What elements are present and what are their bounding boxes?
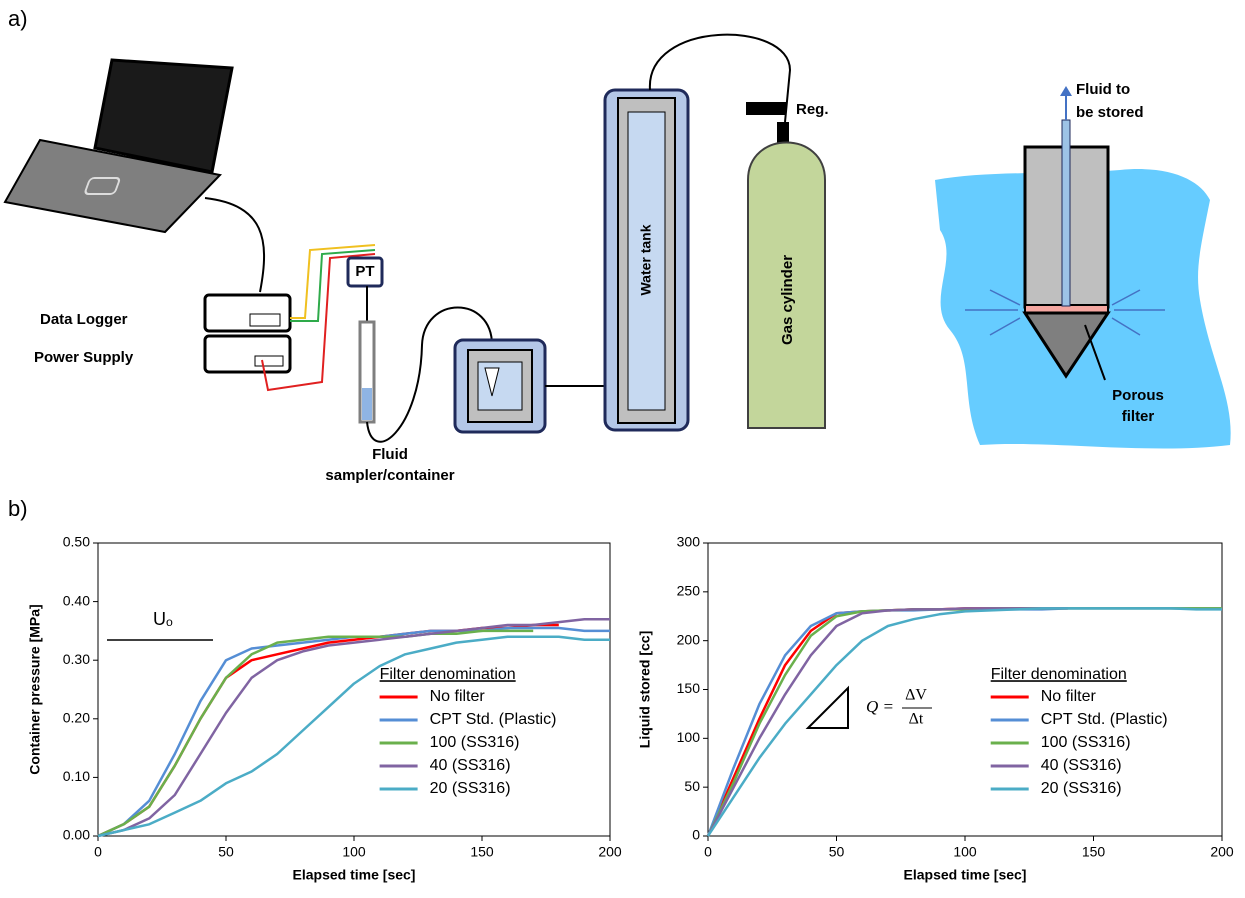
y-axis-title: Container pressure [MPa] (27, 604, 43, 774)
plot-frame (707, 542, 1223, 837)
pressure-arrows (965, 289, 1165, 336)
probe (484, 367, 500, 397)
y-tick-label: 0.00 (63, 827, 90, 843)
panel-label: b) (8, 496, 28, 521)
x-tick-label: 200 (598, 844, 622, 860)
legend-label: 100 (SS316) (1041, 734, 1131, 751)
slope-triangle (805, 685, 849, 729)
wire (261, 253, 376, 392)
data-logger-box (203, 293, 292, 333)
legend-label: CPT Std. (Plastic) (430, 711, 557, 728)
pipe (648, 33, 792, 123)
y-axis-title: Liquid stored [cc] (637, 631, 653, 748)
shape (989, 289, 1021, 306)
x-tick-label: 200 (1210, 844, 1234, 860)
x-tick-label: 100 (953, 844, 977, 860)
y-tick-label: 0.40 (63, 592, 90, 608)
y-tick-label: 0.10 (63, 768, 90, 784)
x-tick-label: 50 (218, 844, 234, 860)
y-tick-label: 0 (692, 827, 700, 843)
y-tick-label: 100 (677, 729, 701, 745)
cable (366, 306, 493, 443)
x-tick-label: 150 (1082, 844, 1106, 860)
x-tick-label: 50 (829, 844, 845, 860)
pointer (1084, 324, 1106, 381)
legend-label: 40 (SS316) (430, 757, 511, 774)
x-tick-label: 150 (470, 844, 494, 860)
probe-rod (1061, 119, 1071, 307)
label: Porous (1112, 387, 1164, 404)
legend-title: Filter denomination (380, 666, 516, 683)
label: Reg. (796, 101, 829, 118)
series-line (97, 629, 534, 838)
label: Water tank (638, 224, 654, 295)
y-tick-label: 0.30 (63, 651, 90, 667)
x-axis-title: Elapsed time [sec] (904, 867, 1027, 883)
formula: Δt (909, 711, 924, 728)
x-tick-label: 0 (94, 844, 102, 860)
formula: Q = (866, 697, 894, 716)
sampler-fluid (362, 388, 372, 420)
cable (204, 197, 266, 293)
legend-label: No filter (430, 688, 486, 705)
label: Data Logger (40, 311, 128, 328)
series-line (97, 635, 610, 838)
series-line (97, 617, 610, 838)
y-tick-label: 300 (677, 534, 701, 550)
label: be stored (1076, 104, 1144, 121)
label: filter (1122, 408, 1155, 425)
series-line (706, 607, 1068, 837)
legend-title: Filter denomination (991, 666, 1127, 683)
laptop-screen (93, 58, 234, 174)
shape (1111, 317, 1141, 336)
series-line (97, 626, 610, 838)
label: PT (355, 263, 374, 280)
regulator (746, 102, 786, 115)
panel-label: a) (8, 6, 28, 31)
plot-frame (97, 542, 611, 837)
label: Gas cylinder (779, 255, 796, 345)
y-tick-label: 0.50 (63, 534, 90, 550)
series-line (706, 607, 1068, 837)
y-tick-label: 0.20 (63, 710, 90, 726)
legend-label: 20 (SS316) (430, 780, 511, 797)
label: sampler/container (325, 467, 454, 484)
panel (249, 313, 281, 327)
series-line (706, 607, 1222, 837)
wire (290, 244, 376, 319)
legend-label: 20 (SS316) (1041, 780, 1122, 797)
shape (989, 317, 1021, 336)
y-tick-label: 150 (677, 680, 701, 696)
arrowhead (1060, 86, 1072, 96)
cell-chamber (477, 361, 523, 411)
y-tick-label: 50 (684, 778, 700, 794)
tank-water (627, 111, 666, 411)
label: Fluid to (1076, 81, 1130, 98)
valve (777, 122, 789, 144)
y-tick-label: 250 (677, 583, 701, 599)
y-tick-label: 200 (677, 631, 701, 647)
formula: ΔV (905, 687, 927, 704)
wire (290, 249, 376, 322)
panel (254, 355, 284, 367)
legend-label: CPT Std. (Plastic) (1041, 711, 1168, 728)
legend-label: 100 (SS316) (430, 734, 520, 751)
label: Power Supply (34, 349, 134, 366)
touchpad (84, 177, 121, 195)
power-supply-box (203, 334, 292, 374)
legend-label: No filter (1041, 688, 1097, 705)
series-line (97, 623, 559, 838)
legend-label: 40 (SS316) (1041, 757, 1122, 774)
x-tick-label: 0 (704, 844, 712, 860)
laptop-base (3, 138, 222, 234)
x-tick-label: 100 (342, 844, 366, 860)
label: Fluid (372, 446, 408, 463)
shape (1111, 289, 1141, 306)
gas-cylinder (747, 141, 826, 429)
annotation: Uₒ (153, 609, 173, 629)
x-axis-title: Elapsed time [sec] (293, 867, 416, 883)
pt-box (346, 256, 384, 288)
